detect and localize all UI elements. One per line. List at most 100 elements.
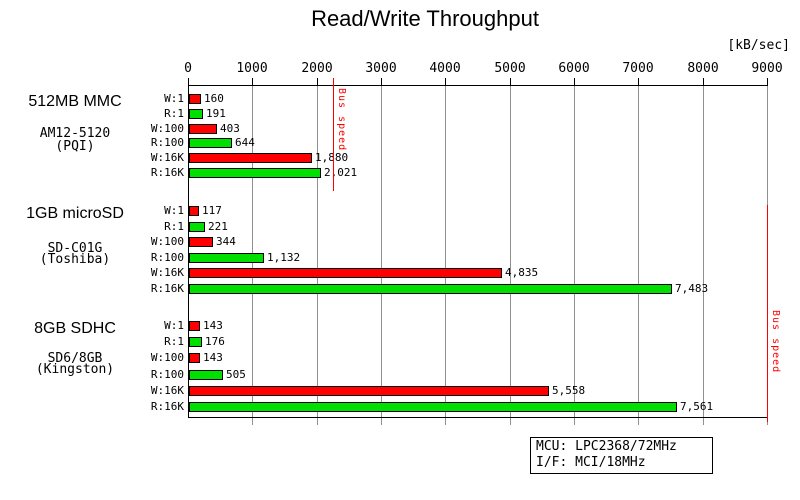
row-label: W:100 (150, 235, 184, 248)
x-tick-mark (510, 78, 511, 85)
axis-unit-label: [kB/sec] (727, 38, 790, 53)
row-label: R:1 (164, 335, 184, 348)
row-label: R:16K (150, 282, 184, 295)
x-tick-mark (767, 78, 768, 85)
bar-value-label: 7,483 (675, 282, 709, 295)
x-tick-label: 3000 (365, 61, 397, 76)
bar-value-label: 505 (226, 368, 246, 381)
group-vendor: (PQI) (55, 139, 95, 154)
x-gridline (317, 85, 318, 425)
bar-value-label: 221 (208, 220, 228, 233)
bar-write (189, 268, 502, 278)
x-tick-mark (445, 78, 446, 85)
axis-line-bottom (188, 417, 768, 418)
row-label: W:100 (150, 122, 184, 135)
bar-value-label: 1,132 (267, 251, 301, 264)
bus-speed-line-mmc (333, 78, 334, 191)
row-label: W:16K (150, 384, 184, 397)
x-tick-mark (638, 78, 639, 85)
x-gridline (445, 85, 446, 425)
bar-value-label: 176 (205, 335, 225, 348)
bus-speed-line-sd (767, 205, 768, 422)
group-model: SD6/8GB (47, 351, 103, 366)
bar-value-label: 7,561 (680, 400, 714, 413)
bar-read (189, 402, 677, 412)
x-tick-label: 7000 (622, 61, 654, 76)
x-gridline (574, 85, 575, 425)
row-label: R:1 (164, 220, 184, 233)
x-tick-label: 9000 (751, 61, 783, 76)
x-tick-label: 2000 (301, 61, 333, 76)
x-tick-label: 4000 (429, 61, 461, 76)
group-title: 8GB SDHC (34, 320, 116, 337)
row-label: R:16K (150, 400, 184, 413)
x-tick-label: 6000 (558, 61, 590, 76)
bar-read (189, 370, 223, 380)
row-label: R:100 (150, 136, 184, 149)
bar-value-label: 403 (220, 122, 240, 135)
bar-write (189, 386, 549, 396)
chart-title: Read/Write Throughput (311, 6, 539, 31)
x-tick-mark (574, 78, 575, 85)
x-tick-mark (317, 78, 318, 85)
x-tick-mark (252, 78, 253, 85)
info-box-line-if: I/F: MCI/18MHz (536, 455, 646, 470)
bar-value-label: 143 (203, 319, 223, 332)
bar-value-label: 344 (216, 235, 236, 248)
group-model: SD-C01G (47, 241, 103, 256)
bar-read (189, 109, 203, 119)
bar-write (189, 124, 217, 134)
bar-read (189, 138, 232, 148)
bar-write (189, 153, 312, 163)
x-tick-label: 0 (184, 61, 192, 76)
bar-write (189, 237, 213, 247)
row-label: R:16K (150, 166, 184, 179)
x-tick-mark (703, 78, 704, 85)
x-tick-label: 5000 (494, 61, 526, 76)
info-box-line-mcu: MCU: LPC2368/72MHz (536, 439, 677, 454)
row-label: R:1 (164, 107, 184, 120)
bar-value-label: 143 (203, 351, 223, 364)
bar-value-label: 644 (235, 136, 255, 149)
row-label: W:100 (150, 351, 184, 364)
row-label: W:1 (164, 204, 184, 217)
axis-line-left (188, 85, 189, 417)
bar-value-label: 160 (204, 92, 224, 105)
group-vendor: (Kingston) (35, 362, 115, 377)
row-label: R:100 (150, 368, 184, 381)
bar-read (189, 222, 205, 232)
x-tick-mark (188, 78, 189, 85)
row-label: R:100 (150, 251, 184, 264)
group-title: 1GB microSD (26, 205, 124, 222)
bar-value-label: 5,558 (552, 384, 586, 397)
bar-read (189, 284, 672, 294)
bus-speed-label-mmc: Bus speed (336, 88, 347, 152)
bar-value-label: 2,021 (324, 166, 358, 179)
bar-read (189, 337, 202, 347)
bar-write (189, 206, 199, 216)
bar-write (189, 321, 200, 331)
bar-read (189, 168, 321, 178)
row-label: W:1 (164, 92, 184, 105)
x-tick-label: 1000 (236, 61, 268, 76)
x-gridline (638, 85, 639, 425)
bar-value-label: 4,835 (505, 266, 539, 279)
bar-write (189, 353, 200, 363)
bar-read (189, 253, 264, 263)
row-label: W:16K (150, 151, 184, 164)
group-title: 512MB MMC (28, 93, 122, 110)
bar-value-label: 1,880 (315, 151, 349, 164)
x-gridline (381, 85, 382, 425)
row-label: W:1 (164, 319, 184, 332)
x-tick-label: 8000 (687, 61, 719, 76)
info-box: MCU: LPC2368/72MHz I/F: MCI/18MHz (530, 437, 713, 474)
group-model: AM12-5120 (39, 126, 111, 141)
bar-value-label: 191 (206, 107, 226, 120)
row-label: W:16K (150, 266, 184, 279)
group-vendor: (Toshiba) (39, 252, 111, 267)
axis-line-top (188, 85, 768, 86)
x-tick-mark (381, 78, 382, 85)
bar-write (189, 94, 201, 104)
bar-value-label: 117 (202, 204, 222, 217)
